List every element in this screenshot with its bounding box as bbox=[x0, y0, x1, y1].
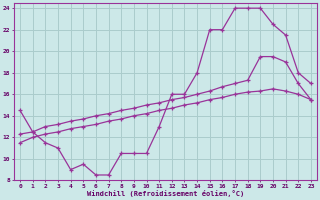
X-axis label: Windchill (Refroidissement éolien,°C): Windchill (Refroidissement éolien,°C) bbox=[87, 190, 244, 197]
